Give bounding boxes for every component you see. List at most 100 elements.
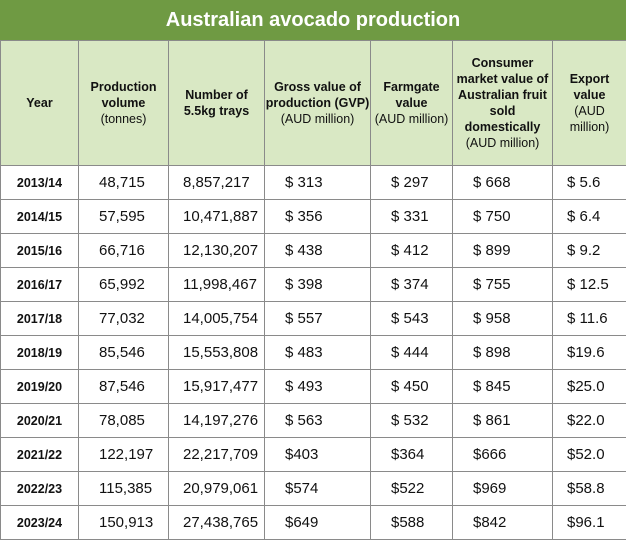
trays-cell: 12,130,207 — [168, 233, 265, 268]
trays-cell: 8,857,217 — [168, 165, 265, 200]
trays-cell: 15,553,808 — [168, 335, 265, 370]
header-production-volume-label: Production volume — [90, 80, 157, 110]
export-value-cell: $ 5.6 — [552, 165, 626, 200]
consumer-value-cell: $842 — [452, 505, 553, 540]
farmgate-cell: $ 297 — [370, 165, 453, 200]
consumer-value-cell: $ 898 — [452, 335, 553, 370]
table-row: 2016/17 65,992 11,998,467 $ 398 $ 374 $ 755 $ … — [0, 267, 626, 302]
volume-cell: 78,085 — [78, 403, 169, 438]
table-row: 2020/21 78,085 14,197,276 $ 563 $ 532 $ 861 $2… — [0, 403, 626, 438]
consumer-value-cell: $666 — [452, 437, 553, 472]
export-value-cell: $22.0 — [552, 403, 626, 438]
gvp-cell: $649 — [264, 505, 371, 540]
header-consumer-value-unit: (AUD million) — [465, 136, 540, 150]
header-gvp: Gross value of production (GVP) (AUD mill… — [264, 40, 371, 166]
export-value-cell: $ 11.6 — [552, 301, 626, 336]
table-row: 2021/22 122,197 22,217,709 $403 $364 $666 $52.… — [0, 437, 626, 472]
consumer-value-cell: $ 668 — [452, 165, 553, 200]
volume-cell: 48,715 — [78, 165, 169, 200]
gvp-cell: $574 — [264, 471, 371, 506]
gvp-cell: $ 493 — [264, 369, 371, 404]
farmgate-cell: $ 444 — [370, 335, 453, 370]
header-row: Year Production volume (tonnes) Number of 5… — [0, 40, 626, 166]
header-gvp-label: Gross value of production (GVP) — [265, 80, 370, 110]
export-value-cell: $25.0 — [552, 369, 626, 404]
trays-cell: 20,979,061 — [168, 471, 265, 506]
trays-cell: 22,217,709 — [168, 437, 265, 472]
gvp-cell: $ 563 — [264, 403, 371, 438]
year-cell: 2013/14 — [0, 165, 79, 200]
production-table: Year Production volume (tonnes) Number of 5… — [0, 40, 626, 540]
table-row: 2015/16 66,716 12,130,207 $ 438 $ 412 $ 899 $ … — [0, 233, 626, 268]
farmgate-cell: $522 — [370, 471, 453, 506]
consumer-value-cell: $ 861 — [452, 403, 553, 438]
header-farmgate: Farmgate value (AUD million) — [370, 40, 453, 166]
header-export-value-unit: (AUD million) — [569, 104, 610, 134]
consumer-value-cell: $ 899 — [452, 233, 553, 268]
table-row: 2018/19 85,546 15,553,808 $ 483 $ 444 $ 898 $1… — [0, 335, 626, 370]
export-value-cell: $58.8 — [552, 471, 626, 506]
table-row: 2014/15 57,595 10,471,887 $ 356 $ 331 $ 750 $ … — [0, 199, 626, 234]
trays-cell: 15,917,477 — [168, 369, 265, 404]
header-export-value: Export value (AUD million) — [552, 40, 626, 166]
farmgate-cell: $ 450 — [370, 369, 453, 404]
volume-cell: 150,913 — [78, 505, 169, 540]
header-year: Year — [0, 40, 79, 166]
year-cell: 2017/18 — [0, 301, 79, 336]
volume-cell: 87,546 — [78, 369, 169, 404]
export-value-cell: $19.6 — [552, 335, 626, 370]
trays-cell: 14,005,754 — [168, 301, 265, 336]
year-cell: 2018/19 — [0, 335, 79, 370]
header-consumer-value-label: Consumer market value of Australian frui… — [456, 56, 549, 134]
farmgate-cell: $ 543 — [370, 301, 453, 336]
volume-cell: 57,595 — [78, 199, 169, 234]
volume-cell: 77,032 — [78, 301, 169, 336]
gvp-cell: $ 557 — [264, 301, 371, 336]
farmgate-cell: $ 412 — [370, 233, 453, 268]
year-cell: 2019/20 — [0, 369, 79, 404]
year-cell: 2023/24 — [0, 505, 79, 540]
consumer-value-cell: $ 755 — [452, 267, 553, 302]
year-cell: 2016/17 — [0, 267, 79, 302]
table-row: 2019/20 87,546 15,917,477 $ 493 $ 450 $ 845 $2… — [0, 369, 626, 404]
farmgate-cell: $ 374 — [370, 267, 453, 302]
gvp-cell: $ 398 — [264, 267, 371, 302]
header-trays-label: Number of 5.5kg trays — [183, 88, 250, 118]
header-gvp-unit: (AUD million) — [280, 112, 355, 126]
volume-cell: 66,716 — [78, 233, 169, 268]
year-cell: 2021/22 — [0, 437, 79, 472]
farmgate-cell: $364 — [370, 437, 453, 472]
header-consumer-value: Consumer market value of Australian frui… — [452, 40, 553, 166]
year-cell: 2020/21 — [0, 403, 79, 438]
gvp-cell: $ 483 — [264, 335, 371, 370]
year-cell: 2014/15 — [0, 199, 79, 234]
header-farmgate-unit: (AUD million) — [374, 112, 449, 126]
trays-cell: 27,438,765 — [168, 505, 265, 540]
header-year-label: Year — [26, 96, 53, 110]
trays-cell: 11,998,467 — [168, 267, 265, 302]
header-farmgate-label: Farmgate value — [383, 80, 440, 110]
export-value-cell: $ 6.4 — [552, 199, 626, 234]
consumer-value-cell: $ 750 — [452, 199, 553, 234]
header-trays: Number of 5.5kg trays — [168, 40, 265, 166]
trays-cell: 14,197,276 — [168, 403, 265, 438]
table-row: 2023/24 150,913 27,438,765 $649 $588 $842 $96.… — [0, 505, 626, 540]
volume-cell: 85,546 — [78, 335, 169, 370]
volume-cell: 122,197 — [78, 437, 169, 472]
header-production-volume-unit: (tonnes) — [100, 112, 147, 126]
farmgate-cell: $588 — [370, 505, 453, 540]
year-cell: 2015/16 — [0, 233, 79, 268]
volume-cell: 115,385 — [78, 471, 169, 506]
gvp-cell: $ 356 — [264, 199, 371, 234]
gvp-cell: $ 313 — [264, 165, 371, 200]
year-cell: 2022/23 — [0, 471, 79, 506]
export-value-cell: $ 9.2 — [552, 233, 626, 268]
table-body: 2013/14 48,715 8,857,217 $ 313 $ 297 $ 668 $ 5… — [0, 165, 626, 540]
trays-cell: 10,471,887 — [168, 199, 265, 234]
volume-cell: 65,992 — [78, 267, 169, 302]
gvp-cell: $ 438 — [264, 233, 371, 268]
header-production-volume: Production volume (tonnes) — [78, 40, 169, 166]
table-row: 2013/14 48,715 8,857,217 $ 313 $ 297 $ 668 $ 5… — [0, 165, 626, 200]
export-value-cell: $96.1 — [552, 505, 626, 540]
